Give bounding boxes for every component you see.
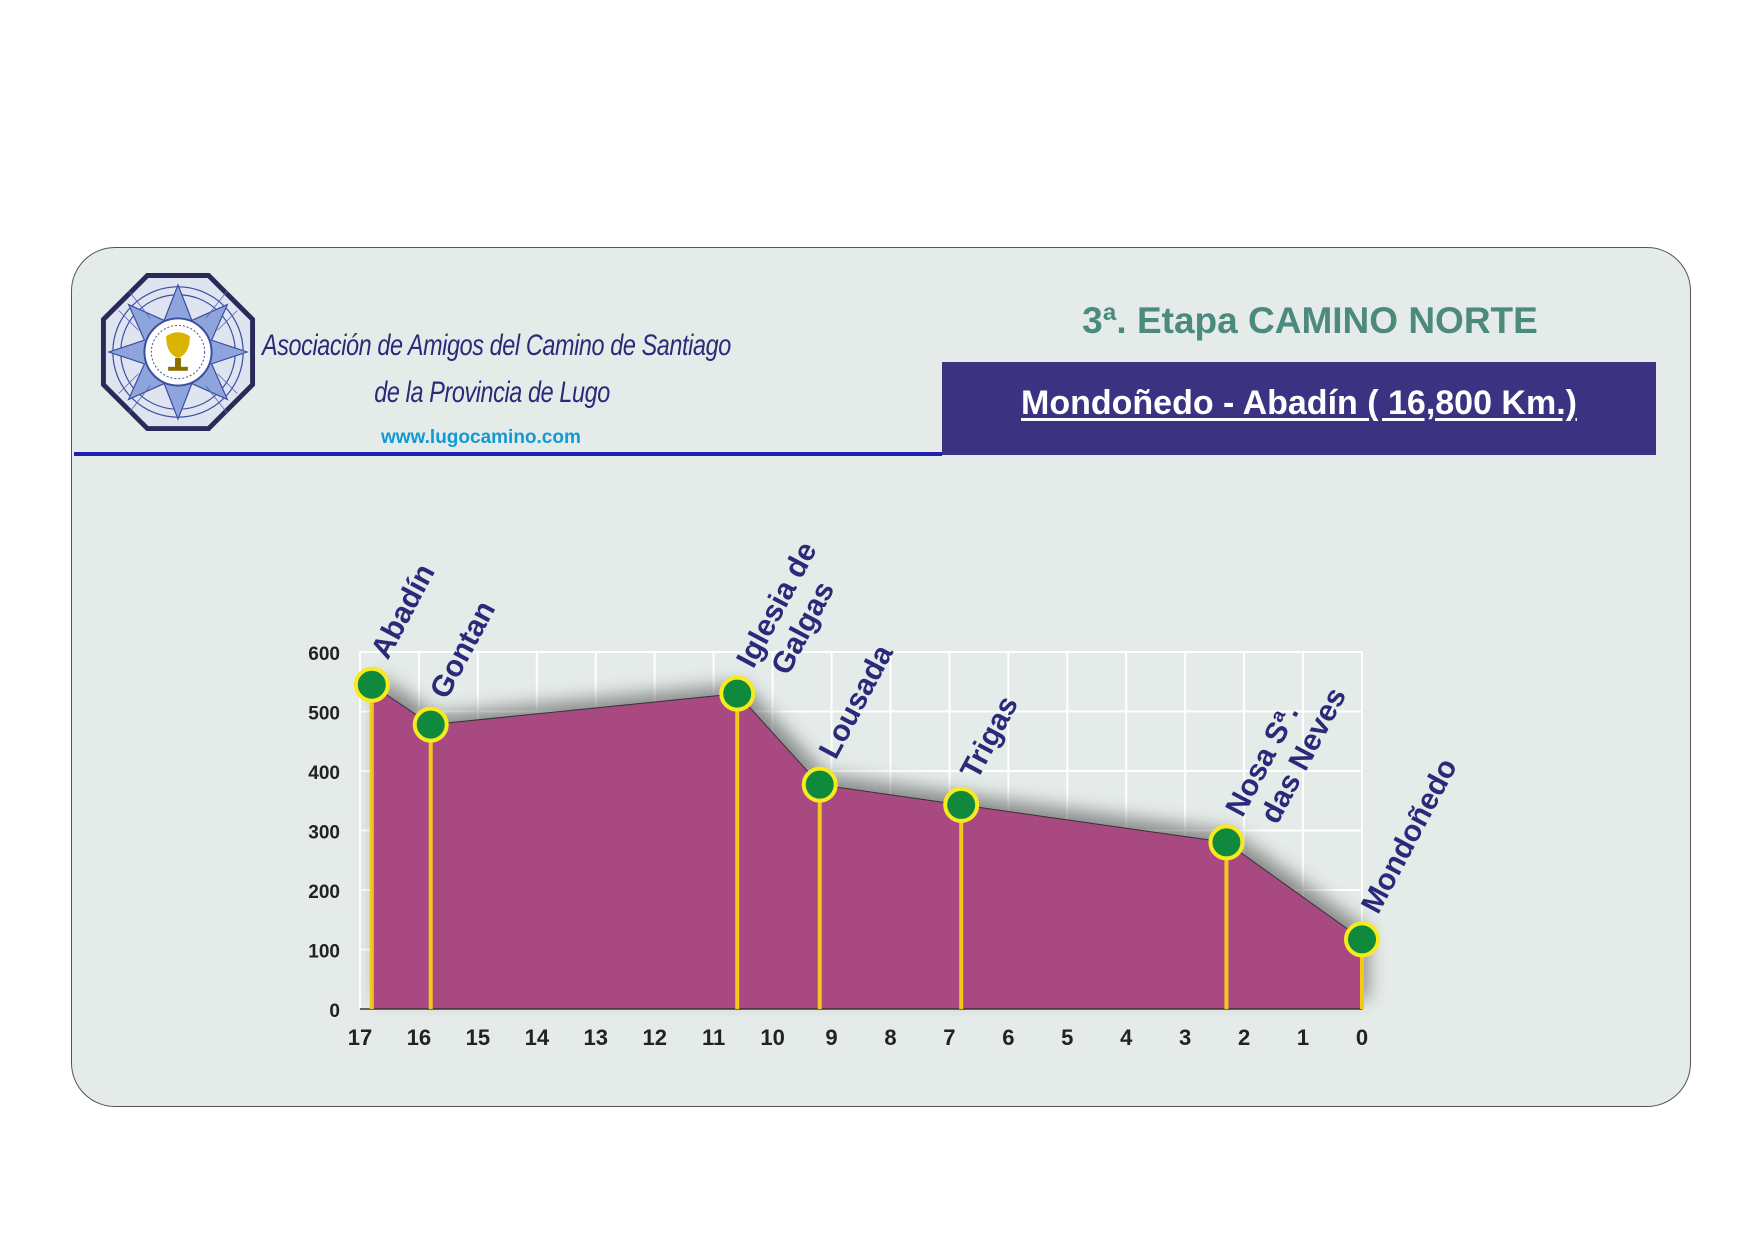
x-tick-label: 6 (1002, 1025, 1014, 1050)
waypoint-label-line: Gontan (424, 596, 502, 704)
x-tick-label: 13 (584, 1025, 608, 1050)
y-tick-label: 0 (329, 1001, 340, 1022)
x-tick-label: 11 (702, 1025, 725, 1050)
waypoint-marker (719, 675, 756, 712)
x-tick-label: 2 (1238, 1025, 1250, 1050)
y-tick-label: 400 (308, 763, 340, 784)
y-tick-label: 200 (308, 882, 340, 903)
x-tick-label: 1 (1297, 1025, 1309, 1050)
waypoint-label: Gontan (424, 596, 502, 704)
x-tick-label: 9 (825, 1025, 837, 1050)
header-divider (74, 452, 942, 456)
waypoint-label-line: Lousada (813, 639, 900, 764)
y-tick-label: 500 (308, 704, 340, 725)
association-line-1: Asociación de Amigos del Camino de Santi… (262, 329, 731, 362)
x-tick-label: 0 (1356, 1025, 1368, 1050)
x-tick-label: 17 (348, 1025, 372, 1050)
x-tick-label: 14 (525, 1025, 550, 1050)
y-tick-label: 100 (308, 942, 340, 963)
waypoint-label: Abadín (365, 559, 442, 664)
waypoint-marker (943, 786, 980, 823)
x-tick-label: 15 (466, 1025, 490, 1050)
x-tick-label: 7 (943, 1025, 955, 1050)
waypoint-label: Lousada (813, 639, 900, 764)
x-tick-label: 3 (1179, 1025, 1191, 1050)
waypoint-marker (801, 766, 838, 803)
waypoint-label: Nosa Sª.das Neves (1219, 682, 1353, 829)
association-line-2: de la Provincia de Lugo (374, 376, 610, 409)
x-tick-label: 12 (642, 1025, 666, 1050)
stage-title: 3ª. Etapa CAMINO NORTE (1082, 300, 1538, 341)
waypoint-label-line: Abadín (365, 559, 442, 664)
x-tick-label: 16 (407, 1025, 431, 1050)
association-logo (100, 273, 256, 431)
association-name: Asociación de Amigos del Camino de Santi… (262, 322, 731, 416)
waypoint-marker (412, 706, 449, 743)
route-title: Mondoñedo - Abadín ( 16,800 Km.) (1021, 384, 1577, 422)
route-banner: Mondoñedo - Abadín ( 16,800 Km.) (942, 362, 1656, 455)
waypoint-marker (1208, 824, 1245, 861)
waypoint-label-line: Mondoñedo (1355, 753, 1464, 919)
y-tick-label: 300 (308, 823, 340, 844)
waypoint-marker (353, 666, 390, 703)
marker-layer (353, 666, 1380, 958)
waypoint-marker (1344, 921, 1380, 958)
x-tick-label: 5 (1061, 1025, 1073, 1050)
x-tick-label: 8 (884, 1025, 896, 1050)
tick-layer: 17 16 15 14 13 12 11 10 9 8 7 6 5 4 3 2 1 001002003004005… (308, 644, 1368, 1050)
waypoint-label: Mondoñedo (1355, 753, 1464, 919)
website-link[interactable]: www.lugocamino.com (381, 427, 581, 448)
x-tick-label: 4 (1120, 1025, 1133, 1050)
y-tick-label: 600 (308, 644, 340, 665)
x-tick-label: 10 (760, 1025, 784, 1050)
